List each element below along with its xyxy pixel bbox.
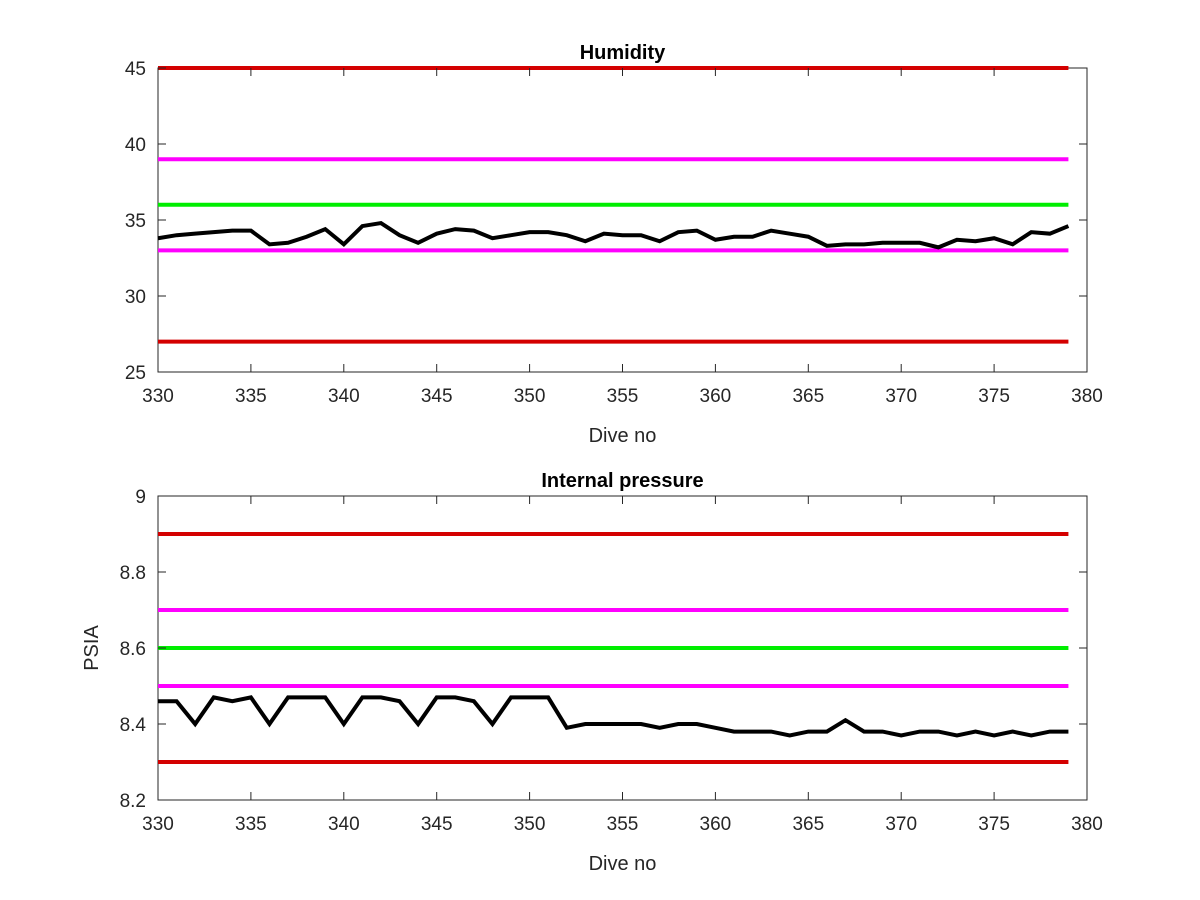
x-tick-label: 355 [607, 386, 639, 407]
x-tick-label: 360 [700, 386, 732, 407]
x-tick-label: 370 [885, 814, 917, 835]
x-axis-label: Dive no [589, 425, 657, 447]
data-series-line [158, 695, 1069, 738]
y-tick-label: 40 [125, 135, 146, 156]
data-series-line [157, 220, 1070, 250]
x-tick-label: 345 [421, 814, 453, 835]
y-tick-label: 9 [135, 487, 146, 508]
chart-title: Internal pressure [541, 470, 703, 492]
internal-pressure-chart: 330 335 340 345 350 355 360 365 370 375 380 8.2 8.4 8… [81, 470, 1103, 875]
x-tick-label: 335 [235, 814, 267, 835]
x-tick-label: 345 [421, 386, 453, 407]
x-tick-label: 330 [142, 814, 174, 835]
y-tick-label: 8.6 [120, 639, 146, 660]
y-tick-label: 30 [125, 287, 146, 308]
axes-frame [157, 67, 1088, 373]
x-tick-label: 365 [792, 814, 824, 835]
x-tick-label: 330 [142, 386, 174, 407]
x-tick-label: 380 [1071, 386, 1103, 407]
x-axis-label: Dive no [589, 853, 657, 875]
x-tick-label: 350 [514, 386, 546, 407]
y-tick-label: 8.2 [120, 791, 146, 812]
chart-title: Humidity [580, 42, 666, 64]
y-axis-label: PSIA [81, 625, 103, 671]
x-tick-label: 365 [792, 386, 824, 407]
x-tick-label: 350 [514, 814, 546, 835]
y-tick-label: 8.4 [120, 715, 147, 736]
x-tick-label: 340 [328, 814, 360, 835]
x-tick-label: 380 [1071, 814, 1103, 835]
x-tick-label: 340 [328, 386, 360, 407]
humidity-chart: 330 335 340 345 350 355 360 365 370 375 380 25 30 35 4… [125, 42, 1103, 447]
y-tick-label: 45 [125, 59, 146, 80]
x-tick-label: 355 [607, 814, 639, 835]
x-tick-label: 335 [235, 386, 267, 407]
y-tick-label: 35 [125, 211, 146, 232]
x-tick-label: 360 [700, 814, 732, 835]
y-tick-label: 8.8 [120, 563, 146, 584]
y-tick-label: 25 [125, 363, 146, 384]
x-tick-label: 370 [885, 386, 917, 407]
x-tick-label: 375 [978, 386, 1010, 407]
x-tick-label: 375 [978, 814, 1010, 835]
